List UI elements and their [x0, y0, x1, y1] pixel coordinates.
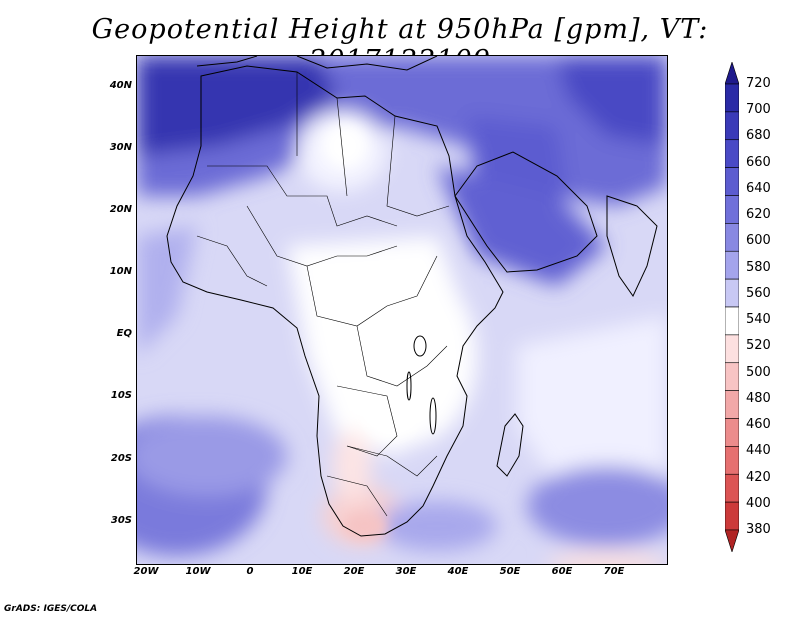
colorbar-label: 460	[746, 417, 771, 433]
lat-label-20s: 20S	[110, 453, 132, 464]
colorbar-swatch	[725, 111, 739, 141]
geopotential-field	[137, 56, 667, 564]
colorbar-swatch	[725, 195, 739, 224]
lon-label-10e: 10E	[291, 566, 313, 577]
field-detail	[323, 124, 432, 540]
colorbar-swatch	[725, 278, 739, 308]
lon-label-70e: 70E	[603, 566, 625, 577]
colorbar-label: 540	[746, 312, 771, 328]
coastlines	[166, 56, 658, 537]
colorbar-label: 640	[746, 180, 771, 196]
colorbar-label: 560	[746, 285, 771, 301]
lat-label-10s: 10S	[110, 390, 132, 401]
lon-label-10w: 10W	[185, 566, 211, 577]
colorbar-label: 600	[746, 233, 771, 249]
colorbar-label: 680	[746, 128, 771, 144]
colorbar-label: 500	[746, 364, 771, 380]
country-borders	[196, 72, 450, 517]
lat-label-20n: 20N	[109, 204, 132, 215]
colorbar-label: 660	[746, 154, 771, 170]
lon-label-40e: 40E	[447, 566, 469, 577]
colorbar-swatch	[725, 139, 739, 168]
lat-label-40n: 40N	[109, 80, 132, 91]
map-plot-area	[136, 55, 668, 565]
colorbar-swatch	[725, 83, 739, 113]
colorbar-label: 720	[746, 76, 771, 91]
colorbar-swatch	[725, 446, 739, 475]
colorbar-swatch	[725, 473, 739, 503]
lon-label-20e: 20E	[343, 566, 365, 577]
colorbar-swatch	[725, 306, 739, 336]
colorbar-swatch	[725, 167, 739, 196]
colorbar-label: 620	[746, 207, 771, 223]
colorbar-label: 580	[746, 259, 771, 275]
lon-label-60e: 60E	[551, 566, 573, 577]
lat-label-eq: EQ	[116, 328, 132, 339]
colorbar-swatch	[725, 501, 739, 531]
colorbar-swatch	[725, 362, 739, 391]
colorbar-bottom-arrow	[725, 529, 739, 552]
lat-label-30n: 30N	[109, 142, 132, 153]
colorbar-label: 420	[746, 469, 771, 485]
colorbar-label: 700	[746, 102, 771, 118]
lon-label-20w: 20W	[133, 566, 159, 577]
colorbar-swatch	[725, 250, 739, 280]
colorbar-label: 400	[746, 495, 771, 511]
lon-label-50e: 50E	[499, 566, 521, 577]
colorbar-swatch	[725, 334, 739, 364]
colorbar-top-arrow	[725, 62, 739, 85]
lat-label-30s: 30S	[110, 515, 132, 526]
colorbar-label: 440	[746, 443, 771, 459]
grads-credit: GrADS: IGES/COLA	[4, 604, 98, 614]
colorbar-swatch	[725, 223, 739, 252]
lon-label-0: 0	[246, 566, 254, 577]
colorbar-label: 480	[746, 390, 771, 406]
colorbar	[725, 62, 739, 552]
colorbar-swatch	[725, 390, 739, 419]
lat-label-10n: 10N	[109, 266, 132, 277]
colorbar-swatch	[725, 418, 739, 447]
lon-label-30e: 30E	[395, 566, 417, 577]
colorbar-label: 520	[746, 338, 771, 354]
colorbar-label: 380	[746, 522, 771, 537]
